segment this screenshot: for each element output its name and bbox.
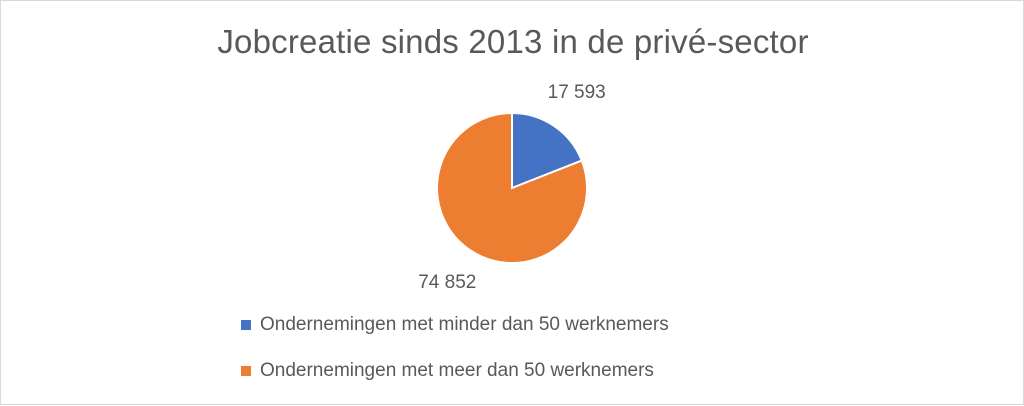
data-label-small-companies: 17 593 bbox=[548, 82, 606, 103]
chart-title: Jobcreatie sinds 2013 in de privé-sector bbox=[217, 23, 809, 60]
legend-swatch-small-companies bbox=[241, 320, 251, 330]
data-label-large-companies: 74 852 bbox=[418, 272, 476, 293]
legend-swatch-large-companies bbox=[241, 366, 251, 376]
legend-item-large-companies: Ondernemingen met meer dan 50 werknemers bbox=[241, 359, 654, 383]
legend-item-small-companies: Ondernemingen met minder dan 50 werkneme… bbox=[241, 313, 669, 337]
pie-slice-large-companies bbox=[436, 111, 588, 264]
legend-label-small-companies: Ondernemingen met minder dan 50 werkneme… bbox=[260, 314, 669, 335]
pie-slice-small-companies bbox=[511, 111, 584, 190]
legend-label-large-companies: Ondernemingen met meer dan 50 werknemers bbox=[260, 360, 654, 381]
